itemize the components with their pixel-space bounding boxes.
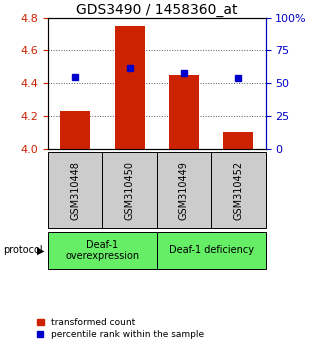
Text: Deaf-1 deficiency: Deaf-1 deficiency <box>169 245 254 256</box>
Legend: transformed count, percentile rank within the sample: transformed count, percentile rank withi… <box>36 318 204 339</box>
Bar <box>169 75 199 149</box>
Text: GSM310452: GSM310452 <box>233 161 244 220</box>
Bar <box>157 152 211 228</box>
Bar <box>102 152 157 228</box>
Bar <box>48 232 157 269</box>
Text: GSM310450: GSM310450 <box>124 161 135 220</box>
Bar <box>211 152 266 228</box>
Bar <box>157 232 266 269</box>
Bar <box>48 152 102 228</box>
Bar <box>223 132 253 149</box>
Bar <box>115 26 145 149</box>
Text: GSM310448: GSM310448 <box>70 161 80 220</box>
Text: protocol: protocol <box>3 245 43 256</box>
Title: GDS3490 / 1458360_at: GDS3490 / 1458360_at <box>76 3 237 17</box>
Text: ▶: ▶ <box>37 245 45 256</box>
Bar <box>60 111 90 149</box>
Text: GSM310449: GSM310449 <box>179 161 189 220</box>
Text: Deaf-1
overexpression: Deaf-1 overexpression <box>65 240 140 261</box>
